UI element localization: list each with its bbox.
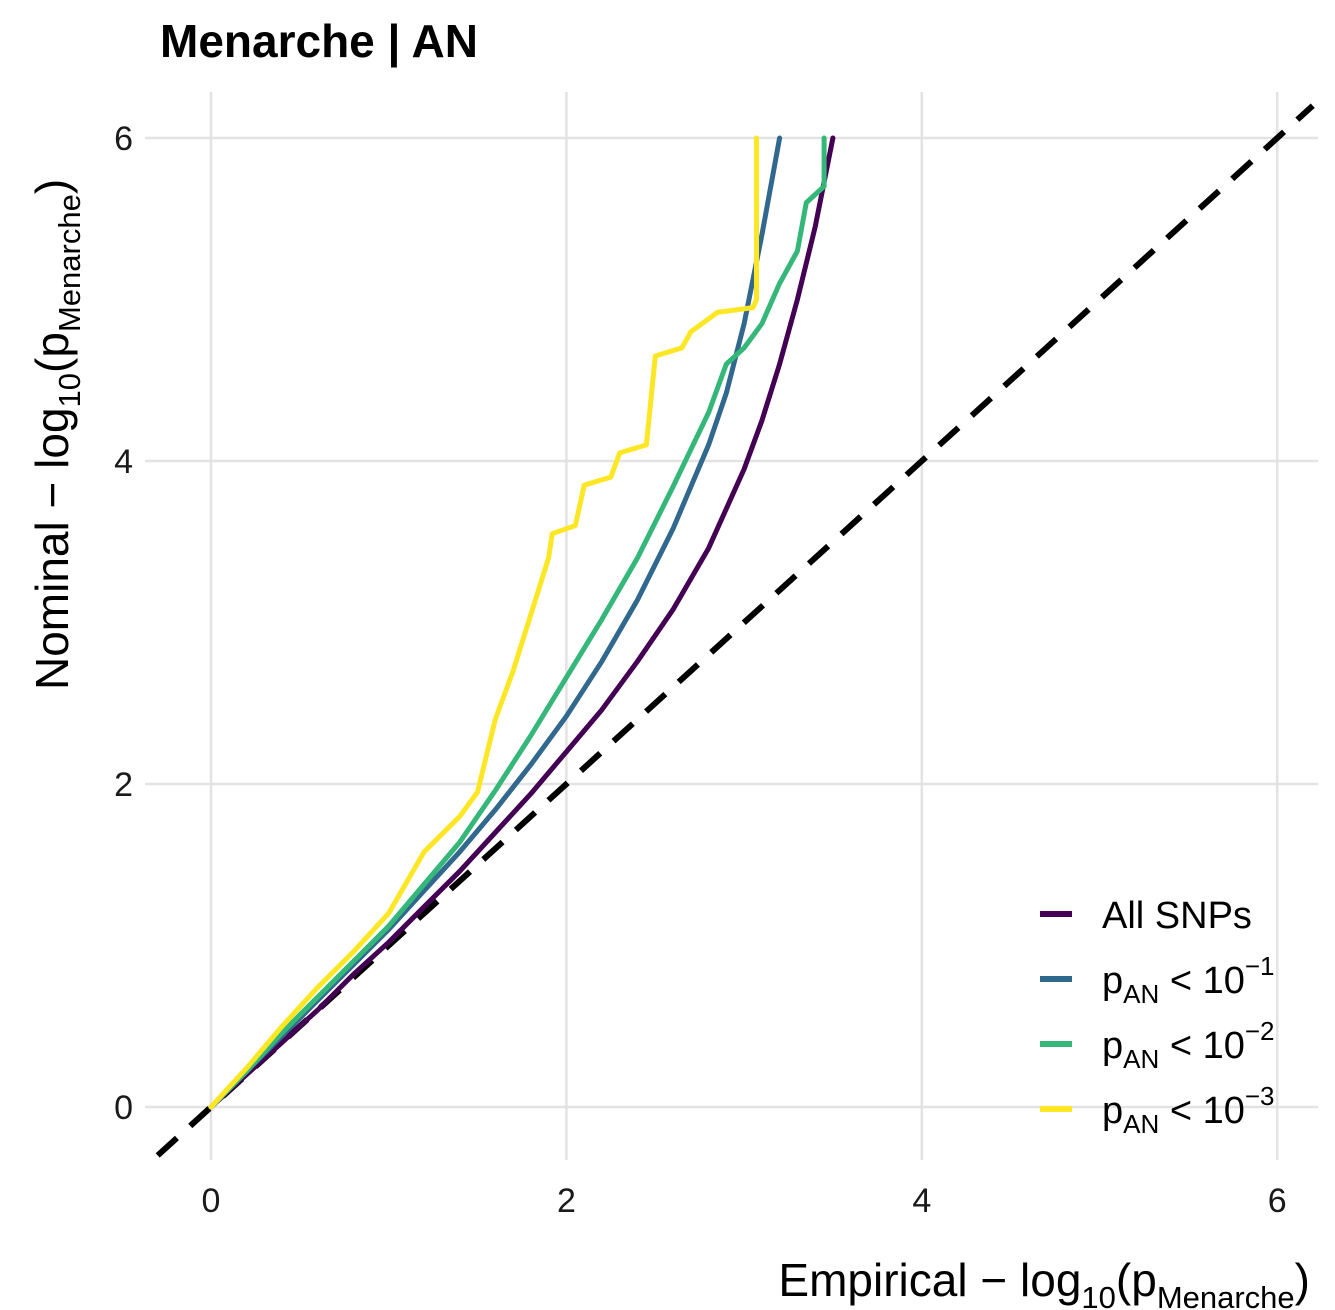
x-tick-label: 6 (1268, 1182, 1287, 1220)
grid-lines (145, 92, 1318, 1160)
x-tick-label: 2 (557, 1182, 576, 1220)
x-tick-label: 4 (912, 1182, 931, 1220)
series-line-3 (208, 135, 759, 1110)
legend-label-3: pAN < 10−3 (1102, 1081, 1275, 1139)
y-axis-label: Nominal − log10(pMenarche) (26, 179, 87, 690)
y-tick-label: 4 (114, 443, 133, 481)
chart-title: Menarche | AN (160, 15, 478, 67)
y-tick-label: 2 (114, 766, 133, 804)
series-lines (208, 135, 836, 1110)
y-tick-label: 0 (114, 1089, 133, 1127)
legend-label-1: pAN < 10−1 (1102, 951, 1275, 1009)
x-axis-label: Empirical − log10(pMenarche) (778, 1254, 1310, 1310)
reference-line-y-equals-x (155, 103, 1315, 1158)
x-tick-label: 0 (202, 1182, 221, 1220)
legend-label-2: pAN < 10−2 (1102, 1016, 1275, 1074)
series-line-1 (208, 135, 783, 1110)
series-line-2 (208, 135, 827, 1110)
y-tick-labels: 0 2 4 6 (114, 120, 133, 1127)
legend-label-0: All SNPs (1102, 895, 1252, 937)
x-tick-labels: 0 2 4 6 (202, 1182, 1287, 1220)
legend: All SNPs pAN < 10−1 pAN < 10−2 pAN < 10−3 (1040, 895, 1275, 1139)
series-line-0 (208, 135, 836, 1110)
y-tick-label: 6 (114, 120, 133, 158)
